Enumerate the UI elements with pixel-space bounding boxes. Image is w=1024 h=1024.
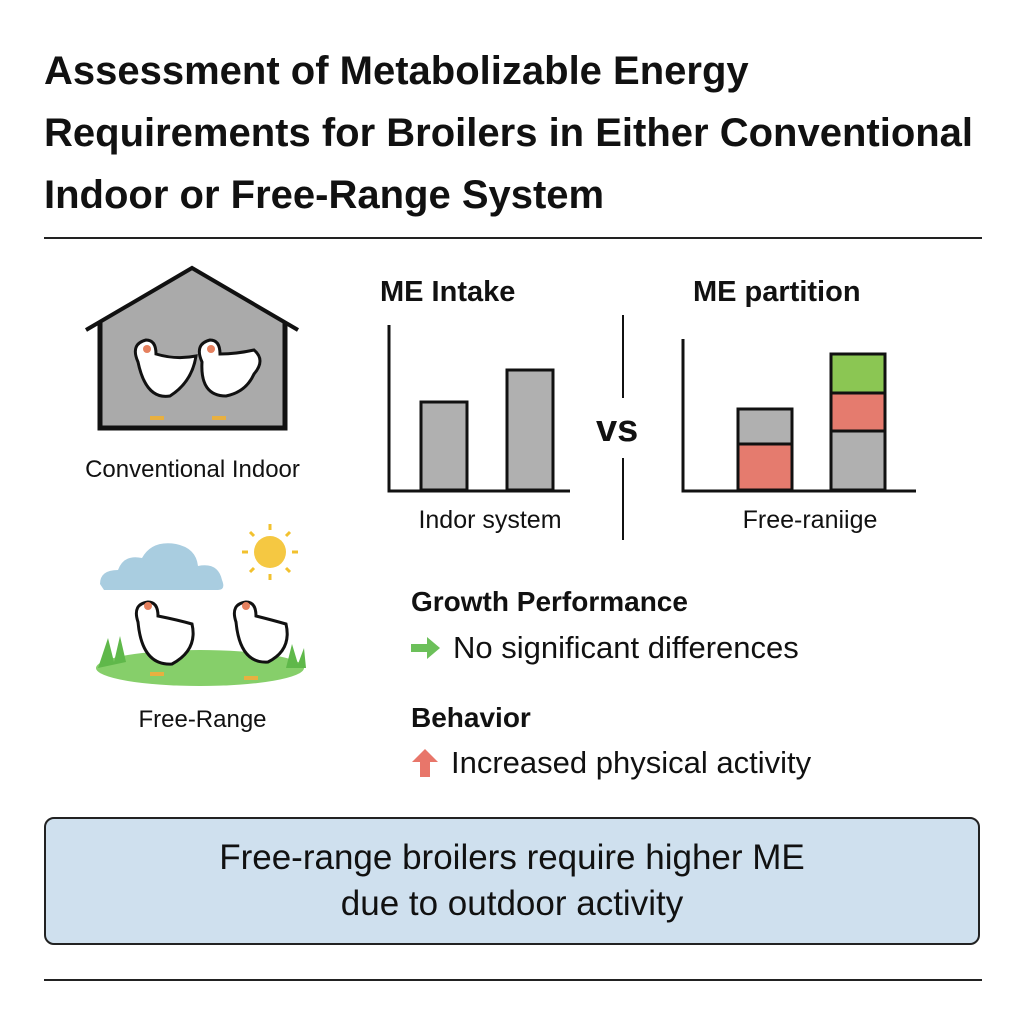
behavior-finding: Increased physical activity	[411, 745, 811, 781]
chicken-icon	[133, 338, 262, 398]
free-range-label: Free-Range	[138, 706, 267, 733]
partition-segment	[829, 429, 887, 492]
growth-finding: No significant differences	[411, 630, 799, 666]
intake-axes	[387, 325, 570, 493]
bottom-divider	[44, 979, 982, 981]
page-title: Assessment of Metabolizable Energy Requi…	[44, 49, 974, 217]
arrow-up-icon	[412, 749, 438, 777]
behavior-heading: Behavior	[411, 702, 531, 733]
partition-segment	[736, 407, 794, 446]
intake-bar	[505, 368, 555, 492]
behavior-text: Increased physical activity	[451, 745, 812, 780]
partition-segment	[829, 352, 887, 395]
partition-xlabel: Free-raniige	[742, 506, 878, 534]
partition-segment	[736, 442, 794, 492]
summary-line-1: Free-range broilers require higher ME	[219, 838, 805, 877]
growth-text: No significant differences	[453, 630, 799, 665]
summary-box: Free-range broilers require higher ME due…	[44, 817, 980, 945]
cloud-icon	[100, 543, 224, 590]
partition-axes	[681, 339, 916, 493]
indoor-house-illustration	[84, 265, 300, 431]
partition-segment	[829, 391, 887, 433]
partition-chart-title: ME partition	[693, 276, 861, 308]
vs-label: vs	[596, 408, 639, 450]
summary-line-2: due to outdoor activity	[340, 884, 684, 923]
free-range-illustration	[96, 524, 306, 686]
indoor-label: Conventional Indoor	[85, 456, 300, 483]
top-divider	[44, 237, 982, 239]
sun-icon	[242, 524, 298, 580]
intake-bar	[419, 400, 469, 492]
intake-xlabel: Indor system	[418, 506, 562, 534]
growth-heading: Growth Performance	[411, 586, 688, 617]
chicken-icon	[134, 600, 289, 666]
intake-chart-title: ME Intake	[380, 276, 516, 308]
arrow-right-icon	[411, 637, 440, 659]
